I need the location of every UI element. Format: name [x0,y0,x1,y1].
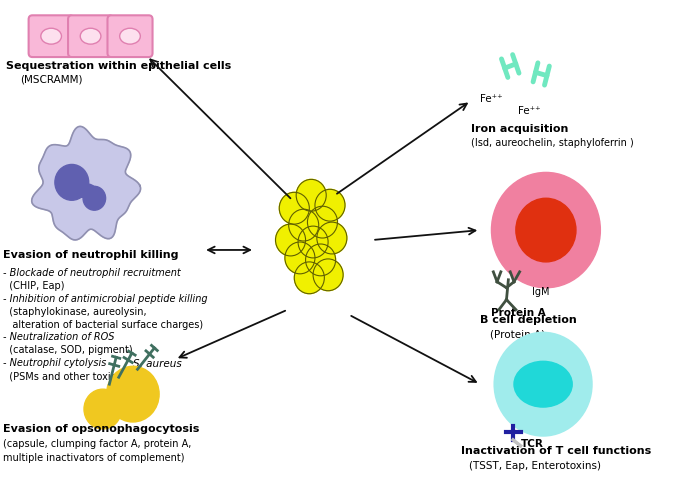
Text: TCR: TCR [521,439,543,449]
Text: alteration of bacterial surface charges): alteration of bacterial surface charges) [3,319,203,330]
Text: - Neutralization of ROS: - Neutralization of ROS [3,333,115,342]
Ellipse shape [70,183,96,197]
Text: - Neutrophil cytolysis: - Neutrophil cytolysis [3,358,107,368]
Circle shape [313,259,343,291]
Circle shape [298,226,328,258]
Circle shape [107,366,159,422]
FancyBboxPatch shape [68,15,113,57]
Text: Evasion of opsonophagocytosis: Evasion of opsonophagocytosis [3,424,199,434]
Text: IgM: IgM [532,287,549,297]
Circle shape [317,222,347,254]
Circle shape [83,187,105,210]
Circle shape [55,165,88,200]
Text: (Protein A): (Protein A) [490,330,545,339]
Circle shape [295,262,324,294]
Text: (staphylokinase, aureolysin,: (staphylokinase, aureolysin, [3,307,147,317]
Text: Inactivation of T cell functions: Inactivation of T cell functions [462,446,651,456]
Text: (capsule, clumping factor A, protein A,: (capsule, clumping factor A, protein A, [3,439,192,449]
Text: Iron acquisition: Iron acquisition [471,124,568,134]
Text: (CHIP, Eap): (CHIP, Eap) [3,281,65,291]
Circle shape [288,209,319,241]
FancyBboxPatch shape [108,15,153,57]
Text: (PSMs and other toxins): (PSMs and other toxins) [3,371,126,381]
Circle shape [275,224,306,256]
Circle shape [495,333,592,436]
Ellipse shape [514,361,572,407]
Circle shape [516,198,576,262]
FancyBboxPatch shape [29,15,74,57]
Circle shape [84,389,121,429]
Text: - Inhibition of antimicrobial peptide killing: - Inhibition of antimicrobial peptide ki… [3,294,208,304]
Text: Fe⁺⁺: Fe⁺⁺ [518,106,540,116]
Text: (TSST, Eap, Enterotoxins): (TSST, Eap, Enterotoxins) [469,461,601,471]
Polygon shape [32,127,140,240]
Text: Protein A: Protein A [491,308,546,318]
Text: Sequestration within epithelial cells: Sequestration within epithelial cells [6,61,232,71]
Circle shape [296,179,326,211]
Circle shape [315,189,345,221]
Text: Fe⁺⁺: Fe⁺⁺ [480,94,503,104]
Text: (Isd, aureochelin, staphyloferrin ): (Isd, aureochelin, staphyloferrin ) [471,138,634,148]
Circle shape [308,206,338,238]
Text: Evasion of neutrophil killing: Evasion of neutrophil killing [3,250,179,260]
Ellipse shape [80,28,101,44]
Ellipse shape [120,28,140,44]
Ellipse shape [41,28,62,44]
Text: multiple inactivators of complement): multiple inactivators of complement) [3,453,185,463]
Circle shape [285,242,315,274]
Text: B cell depletion: B cell depletion [480,315,577,325]
Circle shape [491,172,600,288]
Circle shape [306,244,336,276]
Circle shape [279,192,310,224]
Text: (MSCRAMM): (MSCRAMM) [20,75,83,85]
Text: (catalase, SOD, pigment): (catalase, SOD, pigment) [3,345,133,356]
Text: - Blockade of neutrophil recruitment: - Blockade of neutrophil recruitment [3,268,181,278]
Text: S. aureus: S. aureus [133,359,182,369]
